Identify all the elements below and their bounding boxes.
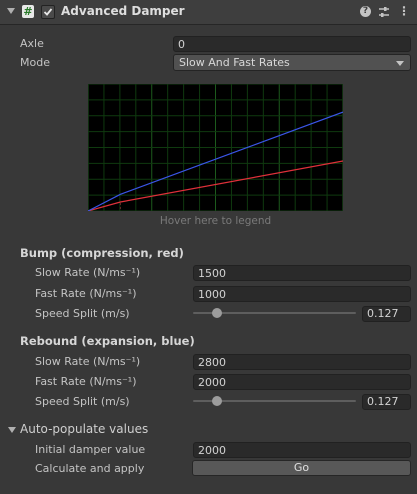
bump-speed-split-label: Speed Split (m/s) bbox=[35, 307, 130, 320]
damper-curve-graph[interactable] bbox=[87, 83, 344, 212]
script-icon: # bbox=[22, 5, 34, 18]
bump-section-title: Bump (compression, red) bbox=[20, 246, 184, 260]
go-button[interactable]: Go bbox=[192, 460, 411, 476]
initial-damper-label: Initial damper value bbox=[35, 443, 146, 456]
chevron-down-icon bbox=[396, 61, 404, 66]
bump-speed-split-value[interactable]: 0.127 bbox=[362, 306, 411, 322]
presets-icon[interactable] bbox=[377, 5, 391, 19]
help-icon[interactable]: ? bbox=[360, 6, 371, 17]
component-header: # Advanced Damper ? ⋮ bbox=[0, 0, 417, 25]
rebound-section-title: Rebound (expansion, blue) bbox=[20, 334, 195, 348]
context-menu-icon[interactable]: ⋮ bbox=[398, 4, 410, 18]
initial-damper-input[interactable]: 2000 bbox=[193, 442, 411, 458]
slider-thumb[interactable] bbox=[212, 396, 223, 406]
slider-thumb[interactable] bbox=[212, 308, 223, 318]
mode-dropdown[interactable]: Slow And Fast Rates bbox=[173, 54, 411, 71]
checkmark-icon bbox=[43, 8, 53, 16]
rebound-fast-rate-input[interactable]: 2000 bbox=[193, 374, 411, 390]
axle-label: Axle bbox=[20, 37, 44, 50]
bump-speed-split-slider[interactable] bbox=[193, 306, 356, 320]
rebound-speed-split-slider[interactable] bbox=[193, 394, 356, 408]
mode-label: Mode bbox=[20, 56, 50, 69]
auto-populate-foldout-icon[interactable] bbox=[8, 427, 16, 433]
rebound-curve-line bbox=[87, 111, 344, 212]
axle-input[interactable]: 0 bbox=[173, 36, 411, 52]
foldout-arrow-icon[interactable] bbox=[7, 8, 15, 14]
legend-hint-text[interactable]: Hover here to legend bbox=[159, 215, 272, 227]
auto-populate-foldout[interactable]: Auto-populate values bbox=[20, 422, 149, 436]
slider-track bbox=[193, 400, 356, 402]
slider-track bbox=[193, 312, 356, 314]
bump-curve-line bbox=[87, 160, 344, 212]
damper-curve-chart bbox=[87, 83, 344, 212]
rebound-slow-rate-input[interactable]: 2800 bbox=[193, 354, 411, 370]
rebound-slow-rate-label: Slow Rate (N/ms⁻¹) bbox=[35, 355, 141, 368]
rebound-fast-rate-label: Fast Rate (N/ms⁻¹) bbox=[35, 375, 137, 388]
rebound-speed-split-value[interactable]: 0.127 bbox=[362, 394, 411, 410]
component-title: Advanced Damper bbox=[61, 4, 185, 18]
calculate-apply-label: Calculate and apply bbox=[35, 462, 145, 475]
bump-fast-rate-label: Fast Rate (N/ms⁻¹) bbox=[35, 287, 137, 300]
bump-slow-rate-label: Slow Rate (N/ms⁻¹) bbox=[35, 266, 141, 279]
bump-slow-rate-input[interactable]: 1500 bbox=[193, 265, 411, 281]
rebound-speed-split-label: Speed Split (m/s) bbox=[35, 395, 130, 408]
bump-fast-rate-input[interactable]: 1000 bbox=[193, 286, 411, 302]
component-enabled-checkbox[interactable] bbox=[41, 5, 55, 19]
mode-dropdown-value: Slow And Fast Rates bbox=[179, 56, 290, 69]
